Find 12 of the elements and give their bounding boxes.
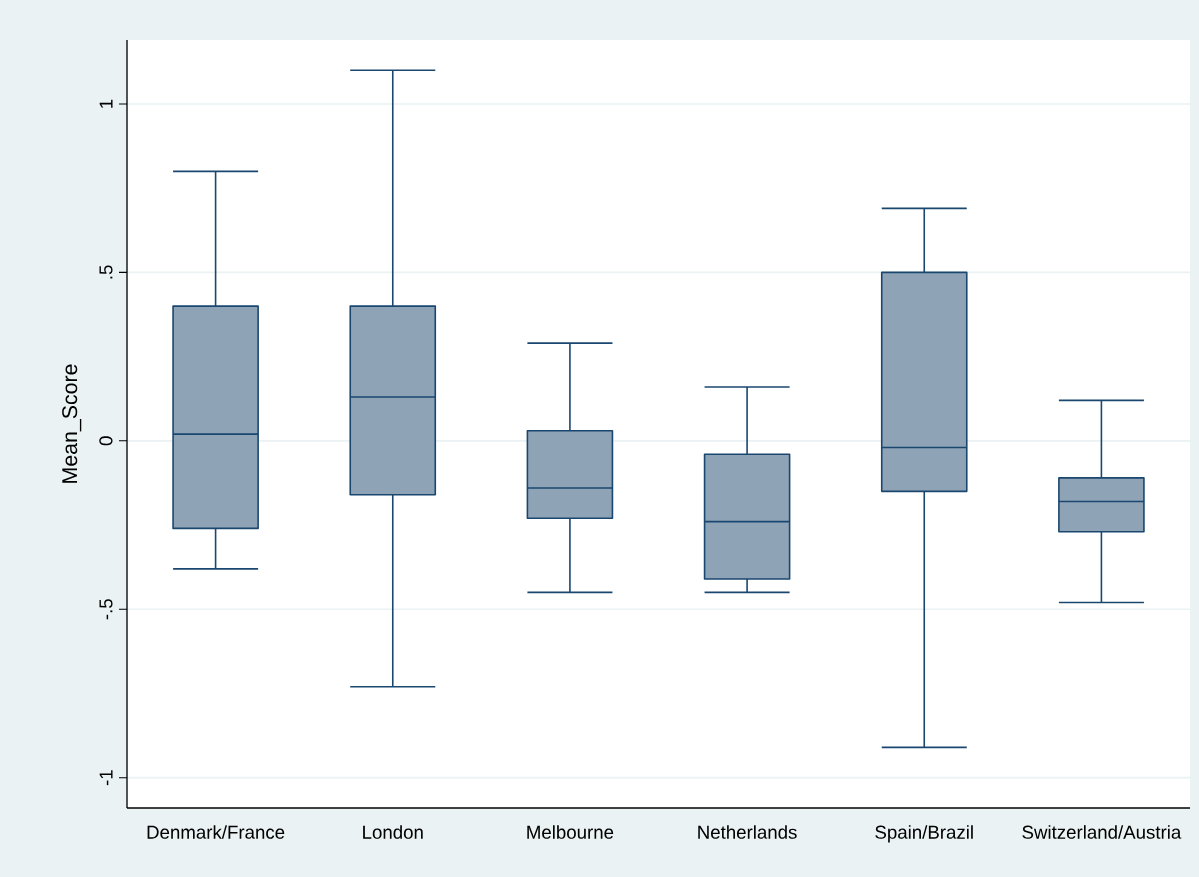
x-tick-label: London [363, 825, 423, 839]
x-tick-label: Netherlands [698, 825, 797, 839]
x-tick-label: Melbourne [527, 825, 614, 839]
y-tick-label: .5 [99, 265, 113, 279]
x-tick-label: Spain/Brazil [875, 825, 973, 843]
y-tick-label: 0 [99, 436, 113, 446]
y-tick-label: 1 [99, 99, 113, 108]
y-tick-label: -1 [99, 770, 113, 786]
x-tick-label: Switzerland/Austria [1022, 825, 1182, 839]
y-axis-title: Mean_Score [62, 364, 82, 483]
x-tick-label: Denmark/France [147, 825, 285, 839]
y-tick-label: -.5 [99, 599, 113, 620]
